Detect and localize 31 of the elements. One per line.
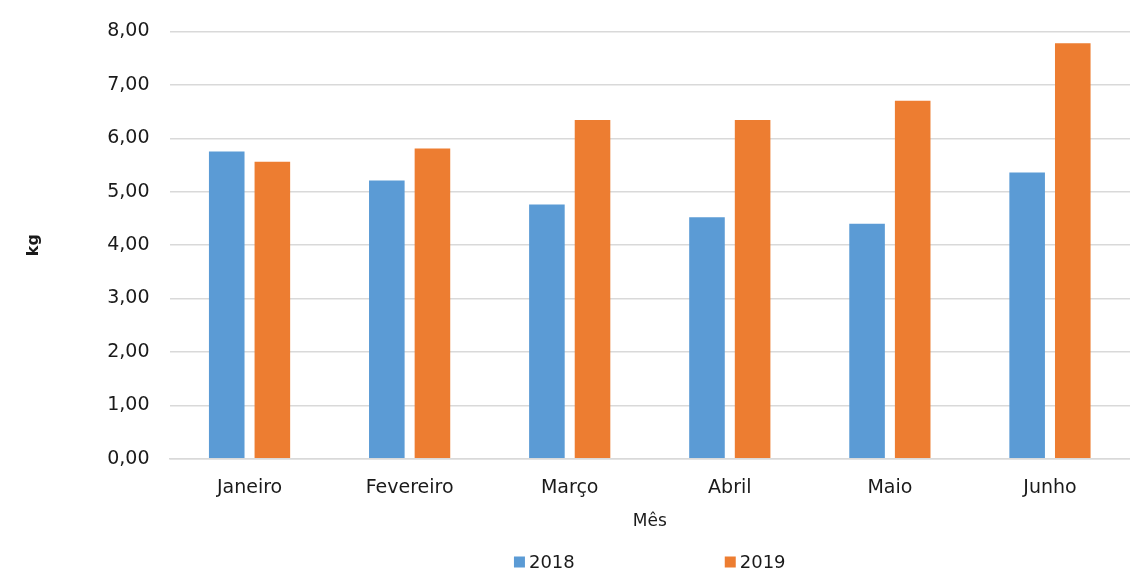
bar (734, 120, 771, 459)
y-tick-label: 1,00 (107, 392, 150, 415)
bar (849, 223, 885, 459)
y-tick-label: 0,00 (107, 445, 150, 468)
y-tick-label: 3,00 (107, 285, 150, 308)
x-tick-label: Junho (1022, 475, 1077, 498)
bar (1009, 172, 1045, 459)
y-tick-label: 7,00 (107, 71, 150, 94)
y-tick-label: 2,00 (107, 338, 150, 361)
bar (689, 217, 725, 459)
x-tick-label: Março (540, 475, 599, 498)
y-axis-title: kg (22, 234, 42, 257)
bar (574, 120, 611, 459)
x-tick-label: Maio (867, 475, 913, 498)
bar (208, 151, 245, 459)
legend-label: 2018 (528, 550, 575, 570)
bar (414, 148, 451, 459)
y-tick-label: 8,00 (107, 18, 150, 41)
bar (894, 100, 931, 459)
y-tick-label: 5,00 (107, 178, 150, 201)
x-tick-label: Abril (708, 475, 752, 498)
bar (1054, 43, 1091, 459)
bar (254, 161, 291, 459)
bar (369, 180, 405, 459)
legend-label: 2019 (739, 550, 786, 570)
x-tick-label: Janeiro (215, 475, 283, 498)
bar (529, 204, 565, 459)
x-tick-label: Fevereiro (365, 475, 454, 498)
y-tick-label: 4,00 (107, 232, 150, 255)
y-tick-label: 6,00 (107, 125, 150, 148)
x-axis-title: Mês (632, 510, 667, 531)
